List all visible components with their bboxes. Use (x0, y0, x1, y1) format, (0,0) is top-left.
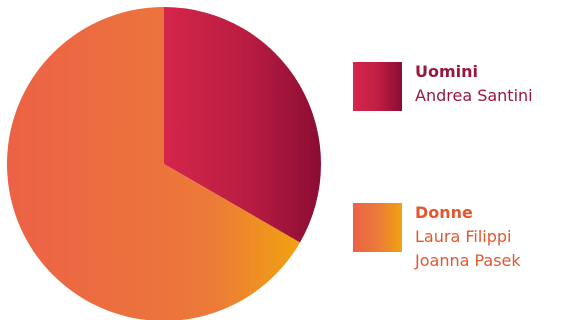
legend-title-uomini: Uomini (415, 62, 479, 81)
legend-swatch-donne (353, 203, 402, 252)
pie-slice-uomini (164, 7, 322, 243)
legend-member-andrea-santini: Andrea Santini (415, 86, 533, 105)
legend-member-laura-filippi: Laura Filippi (415, 227, 512, 246)
legend-title-donne: Donne (415, 203, 473, 222)
legend-item-donne: Donne Laura Filippi Joanna Pasek (353, 203, 521, 273)
pie-slice-donne (7, 7, 300, 320)
legend-member-joanna-pasek: Joanna Pasek (415, 251, 521, 270)
pie-slices (7, 7, 322, 320)
legend-item-uomini: Uomini Andrea Santini (353, 62, 533, 111)
legend-swatch-uomini (353, 62, 402, 111)
